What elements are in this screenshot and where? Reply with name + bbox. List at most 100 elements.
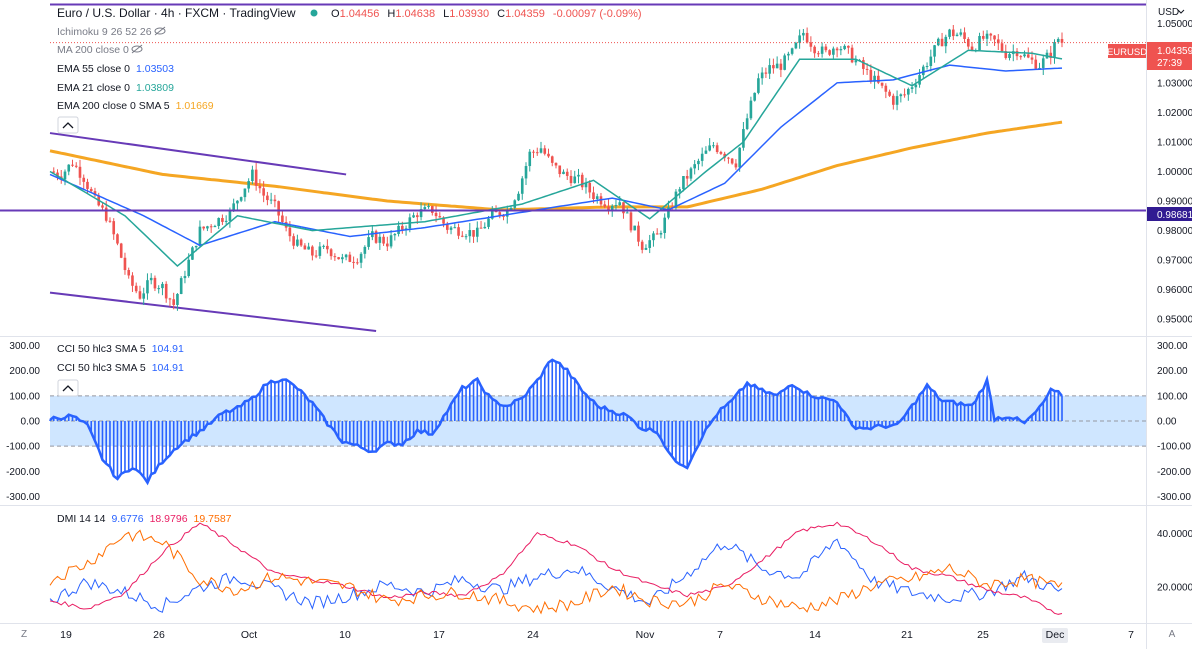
candle	[862, 57, 865, 75]
currency-label[interactable]: USD	[1158, 7, 1179, 18]
candle	[247, 178, 250, 193]
time-tick-label: 21	[901, 629, 913, 641]
time-axis[interactable]: Z 19 26 Oct 10 17 24 Nov 7 14 21 25 Dec 7 A	[21, 628, 1180, 645]
price-tick-label: 0.99000	[1157, 197, 1192, 208]
candle	[903, 88, 906, 98]
candle	[206, 225, 209, 232]
candle	[93, 187, 97, 198]
channel-lower-line[interactable]	[49, 291, 377, 333]
cci-tick-left: 200.00	[9, 366, 40, 377]
cci-tick-left: 300.00	[9, 341, 40, 352]
candle	[873, 71, 876, 89]
candle	[813, 45, 816, 58]
candle	[955, 32, 959, 37]
channel-upper-line[interactable]	[49, 132, 347, 176]
candle	[1041, 54, 1045, 76]
candle	[119, 242, 123, 259]
candle	[828, 49, 831, 57]
candle	[359, 252, 363, 269]
candle	[82, 174, 86, 189]
candle	[704, 146, 708, 155]
price-tick-label: 0.95000	[1157, 315, 1192, 326]
timezone-z-button[interactable]: Z	[21, 629, 27, 640]
candle	[483, 222, 487, 229]
cci-label-1[interactable]: CCI 50 hlc3 SMA 5 104.91	[57, 343, 184, 355]
candle	[277, 200, 280, 223]
candle	[637, 221, 640, 247]
candle	[925, 62, 929, 70]
candle	[588, 180, 592, 199]
time-tick-label: 17	[433, 629, 445, 641]
market-open-dot	[310, 9, 318, 17]
current-date-badge	[1042, 628, 1068, 643]
price-tick-label: 0.96000	[1157, 285, 1192, 296]
ema-21-line	[49, 49, 1063, 268]
candle	[790, 47, 794, 56]
cci-tick-right: -300.00	[1157, 492, 1191, 503]
candle	[877, 68, 880, 85]
candle	[404, 225, 408, 236]
time-tick-label: 25	[977, 629, 989, 641]
candle	[209, 224, 213, 233]
candle	[933, 44, 936, 63]
candle	[221, 214, 224, 225]
trend-channel[interactable]	[49, 132, 377, 333]
horizontal-level[interactable]	[0, 42, 1146, 212]
candle	[217, 217, 220, 229]
candle	[344, 253, 348, 261]
candle	[423, 203, 427, 210]
candle	[389, 230, 393, 249]
candle	[993, 35, 996, 46]
candle	[719, 150, 723, 155]
candle	[134, 282, 138, 294]
eye-hidden-icon[interactable]	[154, 26, 166, 36]
candle	[648, 234, 652, 254]
cci-label-2[interactable]: CCI 50 hlc3 SMA 5 104.91	[57, 362, 184, 374]
candle	[730, 158, 734, 165]
candle	[198, 220, 202, 247]
auto-scale-label[interactable]: A	[1169, 629, 1176, 640]
indicator-legend[interactable]: Ichimoku 9 26 52 26 MA 200 close 0 EMA 5…	[57, 26, 214, 134]
ichimoku-label[interactable]: Ichimoku 9 26 52 26	[57, 26, 152, 38]
ema200-label[interactable]: EMA 200 close 0 SMA 5 1.01669	[57, 100, 214, 112]
dmi-series-2	[49, 529, 1063, 615]
candle	[164, 281, 168, 303]
candle	[1008, 52, 1011, 61]
time-tick-label: Oct	[241, 629, 257, 641]
chevron-up-icon	[62, 385, 74, 392]
candle	[652, 231, 655, 247]
candle	[378, 232, 382, 250]
dmi-legend[interactable]: DMI 14 14 9.6776 18.9796 19.7587	[57, 513, 232, 525]
cci-line	[49, 358, 1063, 486]
candle	[835, 46, 839, 58]
collapse-legend-button[interactable]	[57, 116, 79, 134]
candle	[760, 67, 764, 85]
ema55-label[interactable]: EMA 55 close 0 1.03503	[57, 63, 174, 75]
ma200-label[interactable]: MA 200 close 0	[57, 44, 129, 56]
candle	[52, 167, 56, 174]
candle	[644, 244, 648, 251]
eye-hidden-icon[interactable]	[131, 44, 143, 54]
candle	[307, 242, 310, 250]
candle	[123, 252, 127, 275]
candle	[948, 28, 951, 40]
candle	[700, 147, 704, 167]
time-tick-label: 14	[809, 629, 821, 641]
candle	[569, 170, 573, 187]
collapse-cci-legend-button[interactable]	[57, 379, 79, 397]
candle	[296, 234, 299, 247]
candle	[449, 225, 453, 235]
candle	[824, 43, 828, 53]
candle	[149, 273, 153, 285]
time-tick-label: 24	[527, 629, 539, 641]
dmi-label[interactable]: DMI 14 14 9.6776 18.9796 19.7587	[57, 513, 232, 525]
ema21-label[interactable]: EMA 21 close 0 1.03809	[57, 82, 174, 94]
candle	[802, 28, 805, 41]
dmi-lines	[49, 521, 1063, 615]
cci-legend[interactable]: CCI 50 hlc3 SMA 5 104.91 CCI 50 hlc3 SMA …	[57, 343, 184, 397]
candle	[269, 192, 273, 205]
cci-tick-left: -200.00	[6, 467, 40, 478]
candle	[116, 233, 119, 246]
